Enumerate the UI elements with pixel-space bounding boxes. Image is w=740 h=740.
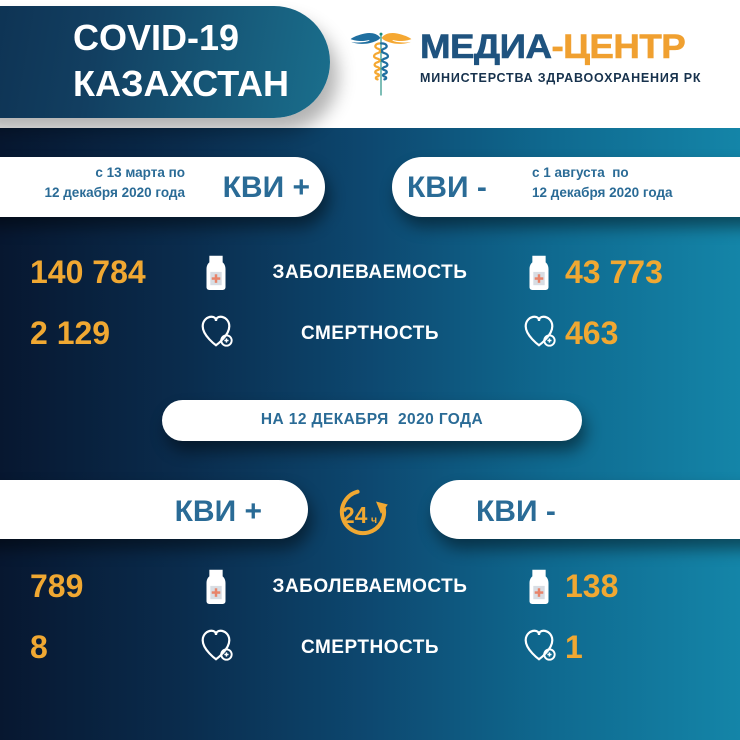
svg-text:24: 24 [342, 502, 368, 528]
svg-text:ч: ч [371, 514, 377, 526]
